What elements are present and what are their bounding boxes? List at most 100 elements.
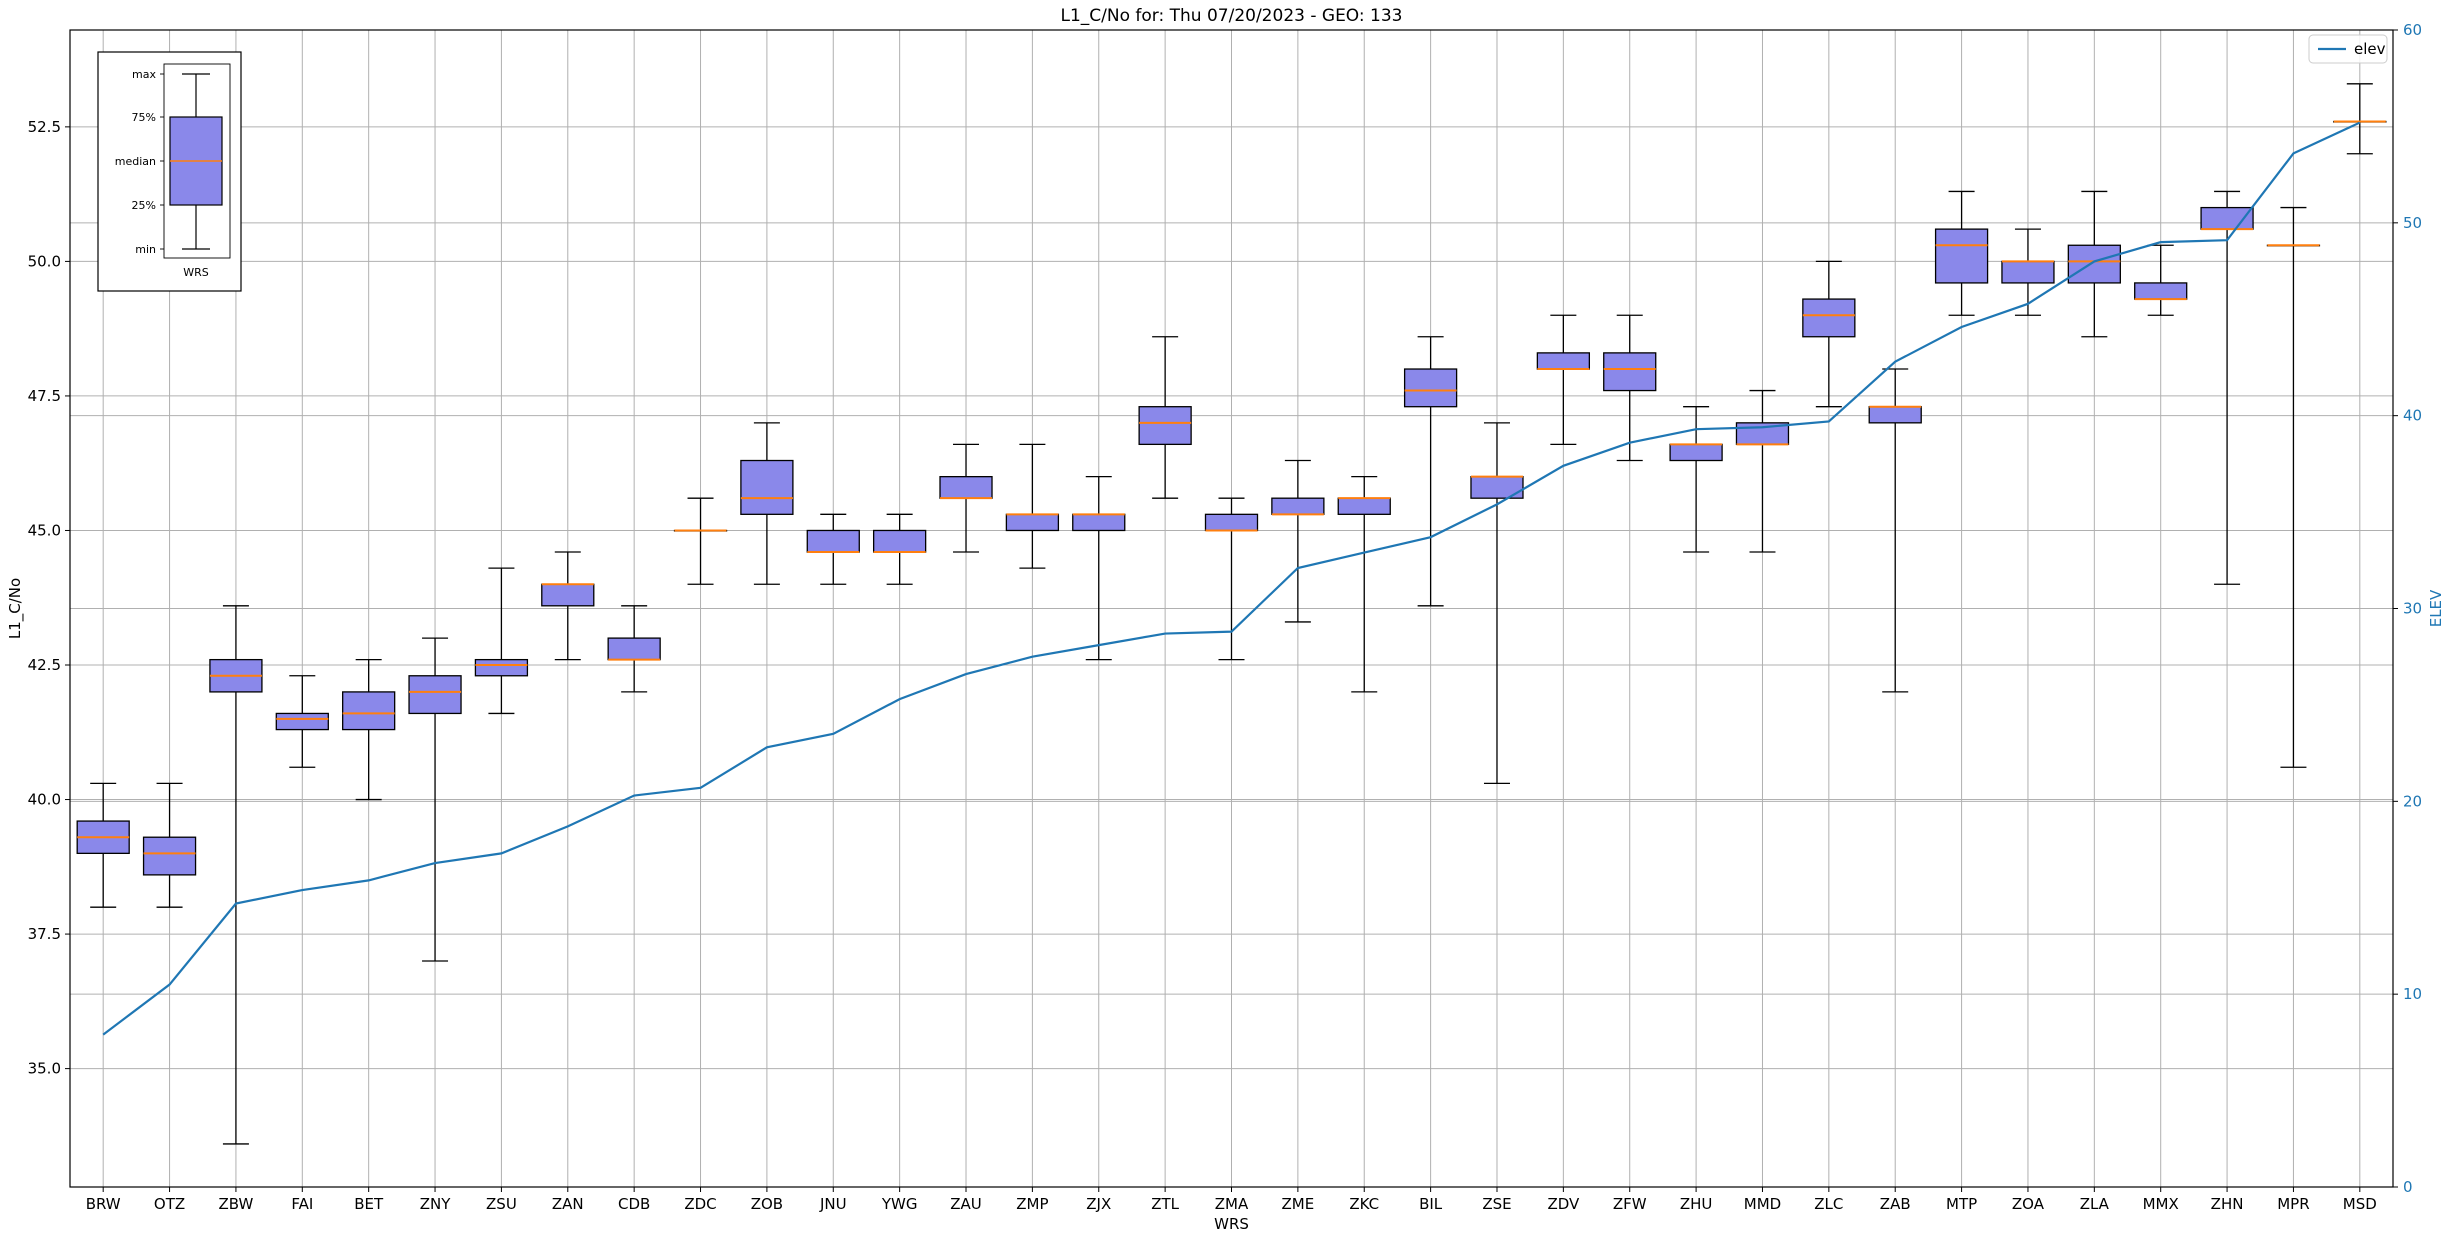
box-mtp [1934, 190, 1989, 316]
x-tick-label: MPR [2277, 1195, 2309, 1213]
x-tick-label: BIL [1419, 1195, 1443, 1213]
box-ywg [872, 513, 927, 585]
inset-legend: max 75% median 25% min WRS [97, 51, 242, 292]
box-iqr [1403, 368, 1458, 408]
box-zbw [209, 605, 263, 1145]
box-zfw [1603, 314, 1657, 462]
x-tick-label: ZLA [2080, 1195, 2110, 1213]
box-cdb [607, 605, 661, 693]
box-iqr [2200, 206, 2254, 230]
box-iqr [1934, 228, 1989, 284]
box-zny [408, 637, 462, 962]
box-iqr [2001, 260, 2055, 284]
x-tick-label: ZTL [1151, 1195, 1179, 1213]
box-msd [2333, 83, 2387, 155]
inset-label: min [135, 243, 156, 256]
x-tick-label: FAI [291, 1195, 313, 1213]
box-series [76, 83, 2387, 1145]
x-tick-label: ZLC [1814, 1195, 1843, 1213]
box-fai [275, 675, 329, 768]
x-tick-label: ZSU [486, 1195, 517, 1213]
box-brw [76, 782, 130, 908]
box-iqr [1868, 406, 1922, 424]
x-tick-label: OTZ [154, 1195, 185, 1213]
y2-tick-label: 10 [2403, 985, 2422, 1003]
x-tick-label: MSD [2343, 1195, 2377, 1213]
x-tick-label: ZJX [1086, 1195, 1111, 1213]
x-tick-label: BRW [86, 1195, 121, 1213]
box-bet [342, 658, 396, 801]
y-tick-label: 37.5 [28, 925, 61, 943]
x-tick-label: JNU [819, 1195, 847, 1213]
y-tick-label: 50.0 [28, 252, 61, 270]
x-tick-label: CDB [618, 1195, 650, 1213]
box-iqr [1603, 352, 1657, 392]
y2-tick-label: 0 [2403, 1178, 2413, 1196]
box-zjx [1072, 476, 1126, 661]
y2-tick-label: 30 [2403, 600, 2422, 618]
x-tick-label: YWG [881, 1195, 918, 1213]
y-tick-label: 35.0 [28, 1060, 61, 1078]
x-tick-label: ZDC [684, 1195, 716, 1213]
elev-series [102, 121, 2361, 1036]
chart-title: L1_C/No for: Thu 07/20/2023 - GEO: 133 [1061, 6, 1403, 26]
x-tick-label: ZMP [1016, 1195, 1048, 1213]
x-tick-label: ZHU [1680, 1195, 1713, 1213]
x-tick-label: ZBW [218, 1195, 253, 1213]
box-iqr [1802, 298, 1856, 338]
x-tick-label: ZDV [1547, 1195, 1580, 1213]
box-iqr [408, 675, 462, 715]
y2-tick-label: 20 [2403, 792, 2422, 810]
y-tick-label: 42.5 [28, 656, 61, 674]
inset-label: max [132, 68, 156, 81]
box-iqr [1669, 443, 1723, 462]
inset-label: 25% [132, 199, 156, 212]
box-iqr [2134, 282, 2188, 300]
box-iqr [607, 637, 661, 661]
inset-label: median [115, 155, 156, 168]
box-iqr [1072, 513, 1126, 532]
box-iqr [806, 529, 860, 553]
box-zlc [1802, 260, 1856, 408]
box-zau [939, 443, 993, 553]
box-iqr [1005, 513, 1060, 532]
box-zse [1470, 422, 1524, 785]
y2-tick-label: 40 [2403, 407, 2422, 425]
box-iqr [1536, 352, 1591, 370]
box-iqr [939, 476, 993, 499]
x-tick-label: ZOB [751, 1195, 783, 1213]
x-tick-label: ZNY [420, 1195, 451, 1213]
y-tick-label: 40.0 [28, 791, 61, 809]
box-iqr [142, 836, 197, 876]
box-iqr [1204, 513, 1259, 532]
box-bil [1403, 336, 1458, 607]
y-tick-label: 45.0 [28, 521, 61, 539]
x-tick-label: BET [354, 1195, 384, 1213]
box-zoa [2001, 228, 2055, 316]
y-tick-label: 52.5 [28, 118, 61, 136]
y2-tick-label: 60 [2403, 21, 2422, 39]
x-tick-label: ZHN [2211, 1195, 2244, 1213]
box-zab [1868, 368, 1922, 693]
legend-frame [2308, 34, 2388, 64]
x-tick-label: ZMA [1215, 1195, 1249, 1213]
x-tick-label: ZFW [1613, 1195, 1647, 1213]
box-zdv [1536, 314, 1591, 446]
elev-line [102, 121, 2361, 1036]
y-tick-label: 47.5 [28, 387, 61, 405]
box-zdc [673, 497, 728, 585]
x-tick-label: ZOA [2012, 1195, 2045, 1213]
box-mpr [2266, 206, 2321, 768]
inset-label: 75% [132, 111, 156, 124]
box-iqr [1271, 497, 1325, 515]
grid-lines [70, 29, 2393, 1188]
legend: elev [2308, 34, 2388, 64]
y-axis-label: L1_C/No [6, 578, 25, 639]
x-axis-label: WRS [1214, 1215, 1249, 1233]
y-axis-right: 0 10 20 30 40 50 60 [2393, 21, 2422, 1196]
box-otz [142, 782, 197, 908]
x-tick-label: ZAU [950, 1195, 982, 1213]
box-zkc [1337, 476, 1391, 693]
box-iqr [275, 712, 329, 731]
